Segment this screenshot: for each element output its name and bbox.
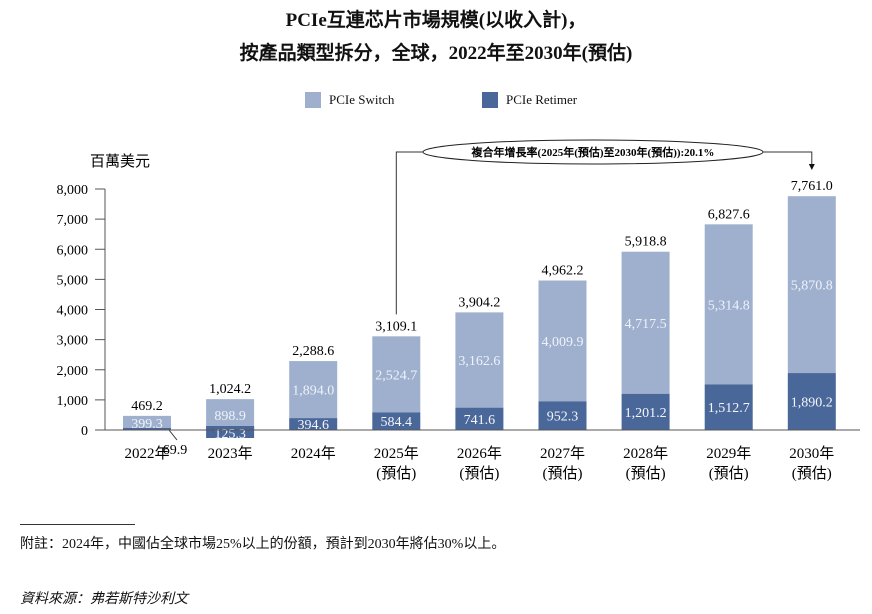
total-label: 3,109.1 [375,319,417,334]
retimer-value-label: 741.6 [464,413,496,428]
legend-label-switch: PCIe Switch [329,92,395,107]
bar-pcie-retimer [455,407,504,430]
chart-subtitle: 按產品類型拆分，全球，2022年至2030年(預估) [239,43,633,64]
x-tick-label: 2028年 [623,445,668,462]
switch-value-label: 3,162.6 [458,354,500,369]
bar-pcie-switch [538,280,587,402]
total-label: 1,024.2 [209,382,251,397]
footnote-divider [20,524,135,525]
x-tick-label: 2023年 [208,445,253,462]
x-tick-sublabel: (預估) [459,465,499,482]
y-tick-label: 5,000 [57,273,89,288]
y-tick-label: 8,000 [57,183,89,198]
retimer-value-label: 584.4 [381,415,413,430]
x-tick-label: 2030年 [789,445,834,462]
total-label: 2,288.6 [292,344,334,359]
retimer-value-label: 69.9 [163,443,188,458]
chart-title: PCIe互連芯片市場規模(以收入計)， [285,10,587,31]
bar-pcie-switch [455,312,504,408]
retimer-value-label: 394.6 [297,418,329,433]
switch-value-label: 4,717.5 [625,317,667,332]
x-tick-sublabel: (預估) [543,465,583,482]
y-tick-label: 6,000 [57,243,89,258]
x-tick-sublabel: (預估) [792,465,832,482]
total-label: 6,827.6 [708,207,750,222]
x-tick-sublabel: (預估) [626,465,666,482]
switch-value-label: 1,894.0 [292,384,334,399]
x-tick-label: 2029年 [706,445,751,462]
bar-pcie-retimer [538,401,587,430]
bar-pcie-retimer [704,384,753,430]
legend-label-retimer: PCIe Retimer [506,92,578,107]
y-tick-label: 4,000 [57,304,89,319]
switch-value-label: 2,524.7 [375,368,417,383]
x-tick-sublabel: (預估) [376,465,416,482]
total-label: 5,918.8 [625,235,667,250]
bar-pcie-switch [206,399,255,427]
total-label: 469.2 [131,399,163,414]
y-tick-label: 3,000 [57,334,89,349]
y-axis-label: 百萬美元 [90,153,150,170]
leader-line [168,429,178,441]
footnote: 附註：2024年，中國佔全球市場25%以上的份額，預計到2030年將佔30%以上… [20,537,506,552]
switch-value-label: 4,009.9 [542,335,584,350]
bar-pcie-switch [787,196,836,374]
bar-pcie-retimer [787,373,836,430]
x-tick-label: 2025年 [374,445,419,462]
arrow-head-icon [808,164,815,170]
x-tick-label: 2027年 [540,445,585,462]
bar-pcie-retimer [123,427,171,430]
y-tick-label: 0 [81,424,88,439]
bar-pcie-retimer-label-bg [206,426,255,438]
retimer-value-label: 1,512.7 [708,401,750,416]
cagr-connector-left [395,151,425,315]
legend-swatch-retimer [482,92,498,108]
retimer-value-label: 1,890.2 [791,396,833,411]
total-label: 4,962.2 [542,264,584,279]
cagr-ellipse [422,139,764,165]
y-tick-label: 7,000 [57,213,89,228]
retimer-value-label: 952.3 [547,410,579,425]
cagr-connector-right [760,151,813,166]
retimer-value-label: 1,201.2 [625,406,667,421]
total-label: 7,761.0 [791,179,833,194]
switch-value-label: 5,870.8 [791,279,833,294]
bar-pcie-retimer [289,418,338,430]
x-tick-label: 2024年 [291,445,336,462]
x-tick-label: 2026年 [457,445,502,462]
bar-pcie-retimer [372,412,421,430]
y-tick-label: 1,000 [57,394,89,409]
retimer-value-label: 125.3 [214,427,246,442]
cagr-annotation: 複合年增長率(2025年(預估)至2030年(預估)):20.1% [471,145,715,159]
switch-value-label: 399.3 [131,417,163,432]
total-label: 3,904.2 [458,295,500,310]
y-tick-label: 2,000 [57,364,89,379]
switch-value-label: 898.9 [214,409,246,424]
bar-pcie-switch [372,336,421,413]
x-tick-label: 2022年 [124,445,169,462]
bar-pcie-switch [704,224,753,385]
legend-swatch-switch [305,92,321,108]
bar-pcie-switch [123,415,171,428]
legend-item-retimer: PCIe Retimer [482,92,577,108]
switch-value-label: 5,314.8 [708,298,750,313]
legend-item-switch: PCIe Switch [305,92,394,108]
bar-pcie-switch [289,361,338,419]
bar-pcie-retimer [621,393,670,430]
bar-pcie-switch [621,251,670,394]
source-note: 資料來源：弗若斯特沙利文 [20,592,188,607]
x-tick-sublabel: (預估) [709,465,749,482]
